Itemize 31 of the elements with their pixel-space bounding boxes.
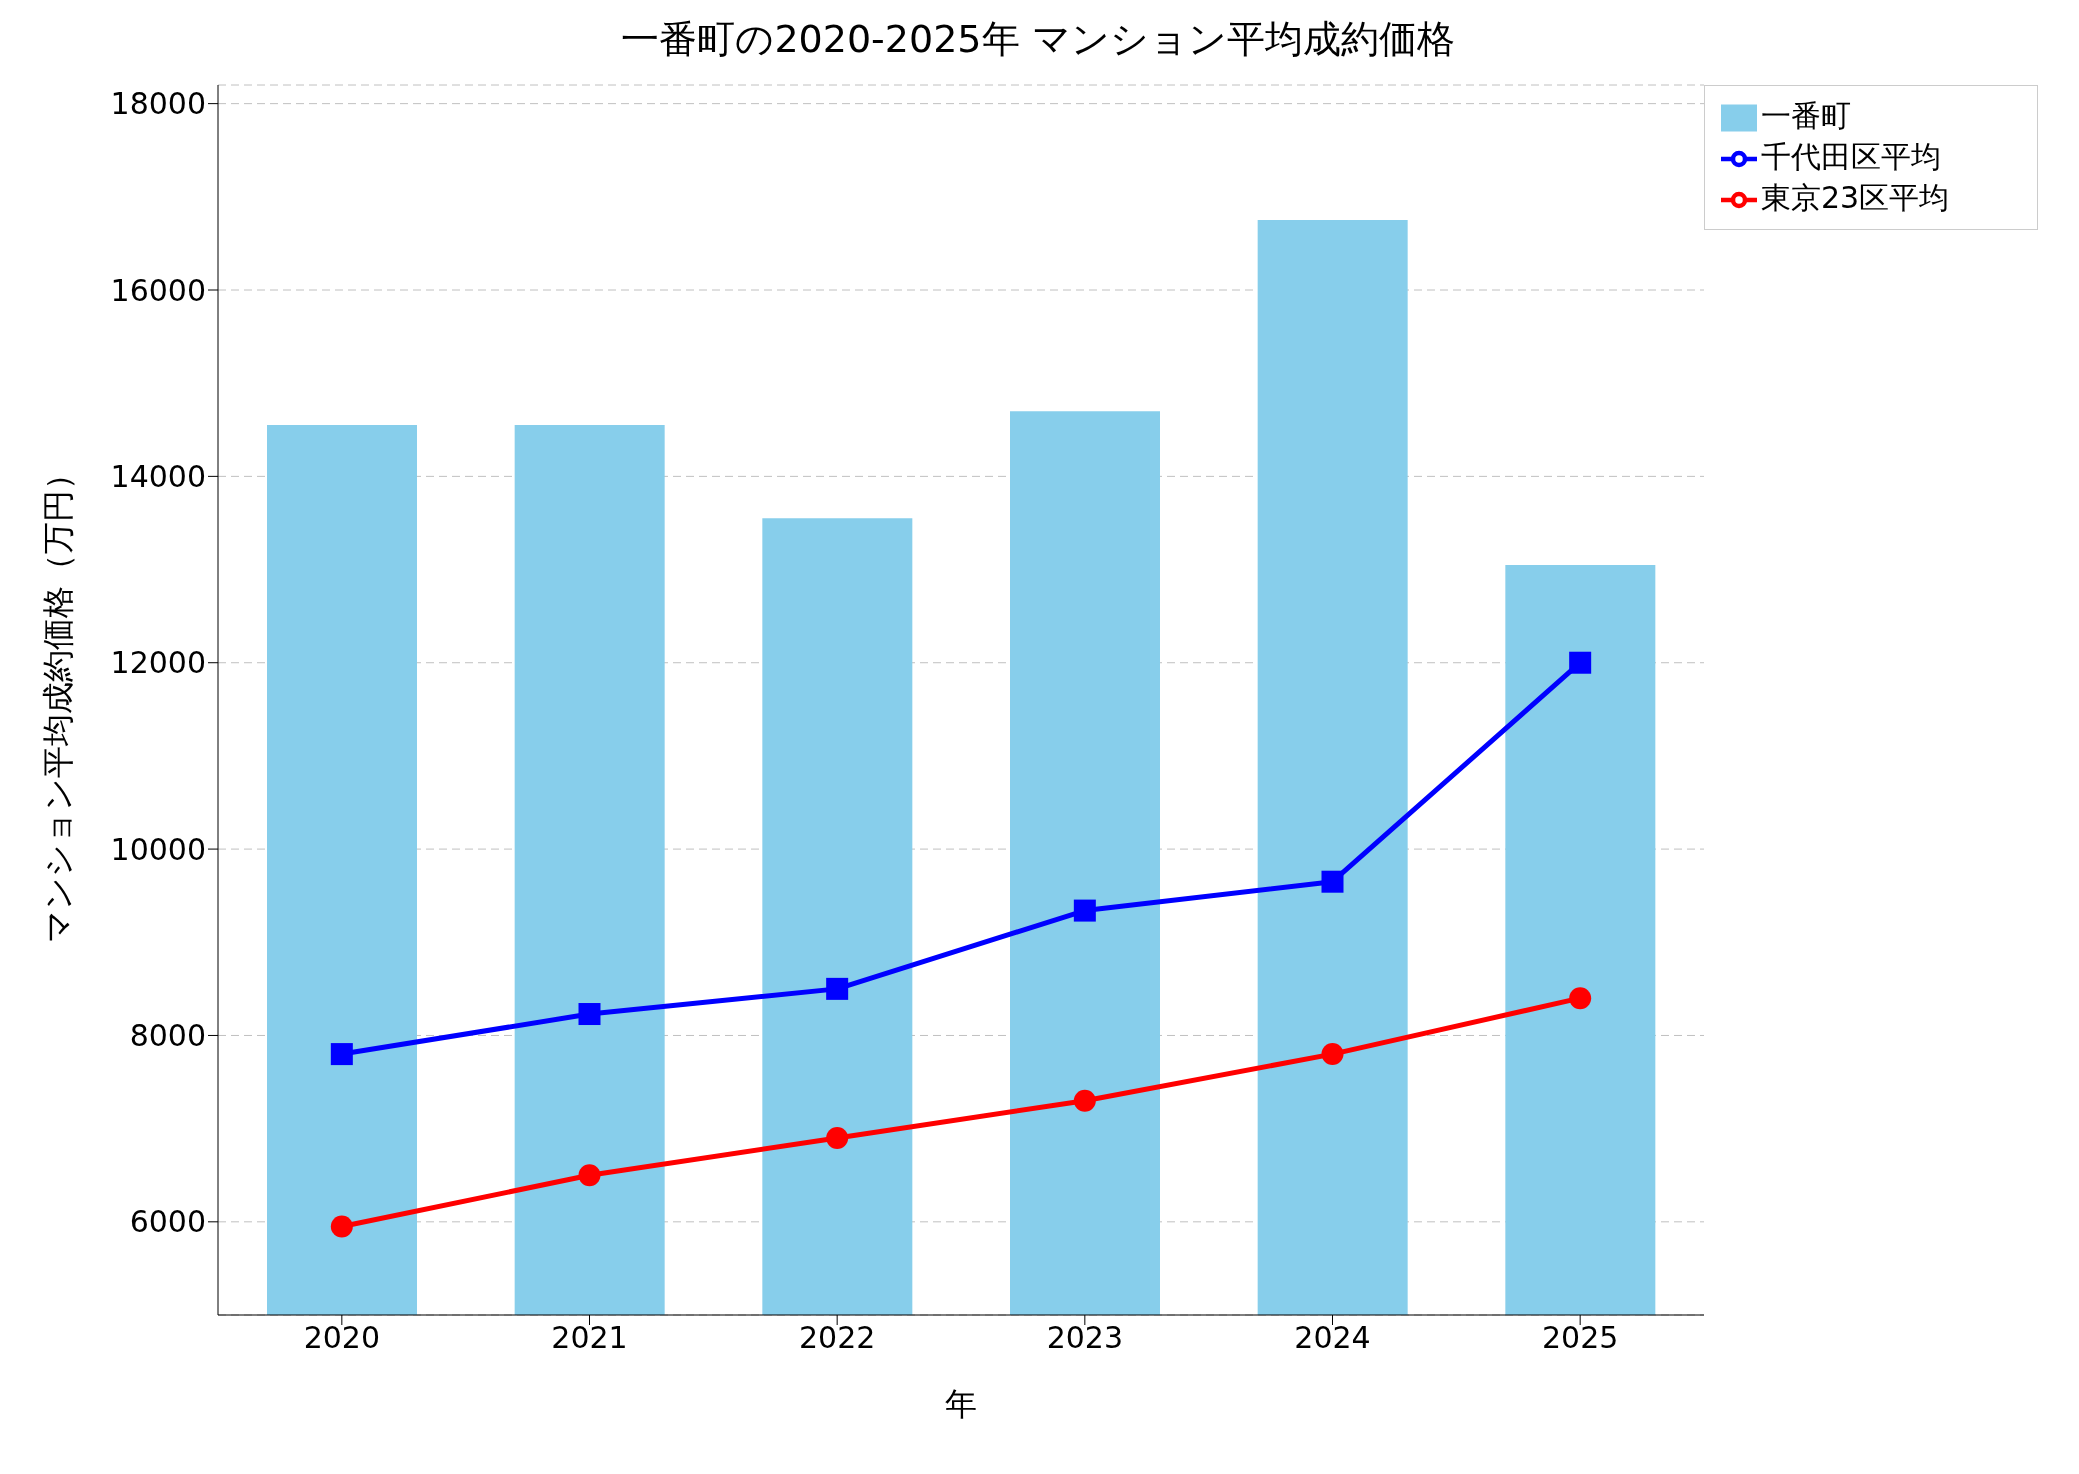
legend-label: 一番町 [1761, 98, 1851, 133]
x-tick-label: 2021 [551, 1320, 628, 1356]
point [330, 1215, 353, 1238]
y-axis-title: マンション平均成約価格（万円） [39, 457, 78, 943]
x-tick-label: 2020 [303, 1320, 381, 1356]
x-tick-label: 2024 [1294, 1320, 1371, 1356]
point [1569, 651, 1592, 674]
x-tick-label: 2022 [798, 1320, 876, 1356]
point [330, 1043, 353, 1066]
y-tick-label: 10000 [110, 831, 206, 867]
y-tick-label: 8000 [129, 1018, 206, 1054]
point [1321, 870, 1344, 893]
y-tick-label: 18000 [110, 86, 206, 122]
y-tick-label: 16000 [110, 272, 206, 308]
y-tick-label: 6000 [129, 1204, 206, 1240]
point [1321, 1043, 1344, 1066]
x-tick-label: 2025 [1541, 1320, 1619, 1356]
point [1073, 1089, 1096, 1112]
point [1073, 899, 1096, 922]
y-tick-label: 12000 [110, 645, 206, 681]
legend-label: 千代田区平均 [1761, 139, 1941, 174]
y-tick-label: 14000 [110, 459, 206, 495]
point [1569, 987, 1592, 1010]
x-tick-label: 2023 [1046, 1320, 1124, 1356]
point [826, 1126, 849, 1149]
point [578, 1003, 601, 1026]
legend-label: 東京23区平均 [1761, 180, 1950, 215]
x-axis-title: 年 [945, 1385, 977, 1423]
point [826, 977, 849, 1000]
chart-title: 一番町の2020-2025年 マンション平均成約価格 [620, 16, 1456, 63]
point [578, 1164, 601, 1187]
